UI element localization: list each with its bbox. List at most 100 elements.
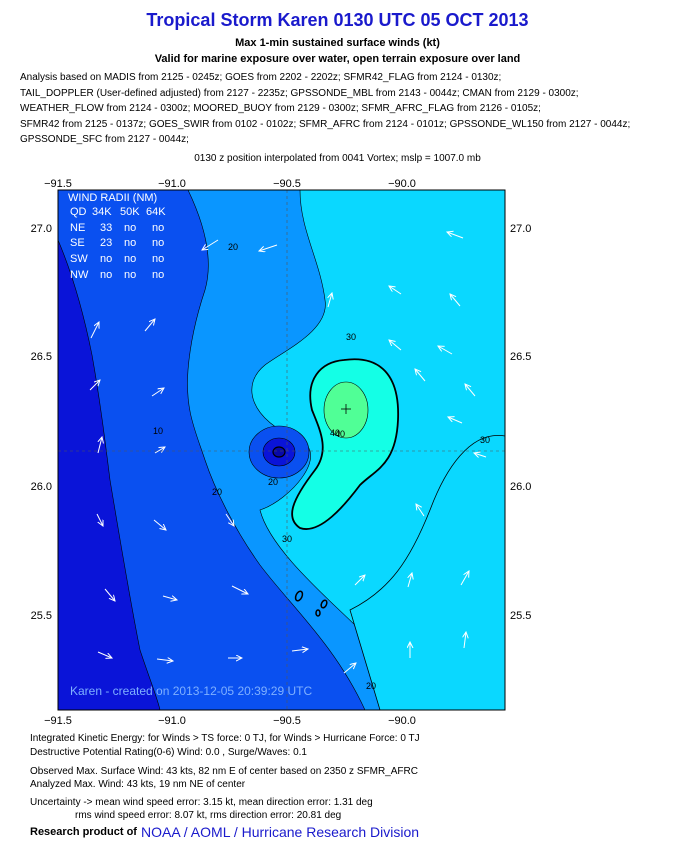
wind-vector bbox=[389, 340, 402, 351]
lat-ticks-left: 27.0 26.5 26.0 25.5 bbox=[31, 223, 52, 622]
svg-text:−91.5: −91.5 bbox=[44, 715, 72, 727]
analyzed-max-line: Analyzed Max. Wind: 43 kts, 19 nm NE of … bbox=[30, 779, 246, 790]
observed-max-line: Observed Max. Surface Wind: 43 kts, 82 n… bbox=[30, 766, 418, 777]
wind-vector bbox=[450, 294, 461, 307]
svg-text:no: no bbox=[152, 269, 164, 281]
wind-vector bbox=[225, 513, 234, 526]
svg-text:no: no bbox=[152, 237, 164, 249]
wind-vector bbox=[448, 417, 463, 424]
svg-text:no: no bbox=[152, 222, 164, 234]
wind-vector bbox=[416, 504, 425, 517]
division-link[interactable]: NOAA / AOML / Hurricane Research Divisio… bbox=[141, 824, 420, 840]
wind-vector bbox=[389, 286, 402, 295]
analysis-line: WEATHER_FLOW from 2124 - 0300z; MOORED_B… bbox=[20, 103, 541, 114]
svg-text:27.0: 27.0 bbox=[31, 223, 52, 235]
wind-vector bbox=[408, 573, 412, 588]
svg-text:34K: 34K bbox=[92, 206, 112, 218]
svg-text:NW: NW bbox=[70, 269, 89, 281]
wind-vector bbox=[465, 384, 476, 397]
contour-label: 30 bbox=[346, 332, 356, 342]
wind-vector bbox=[259, 244, 278, 251]
uncertainty-line: Uncertainty -> mean wind speed error: 3.… bbox=[30, 797, 373, 808]
analysis-line: Analysis based on MADIS from 2125 - 0245… bbox=[20, 72, 502, 83]
analysis-line: TAIL_DOPPLER (User-defined adjusted) fro… bbox=[20, 88, 579, 99]
svg-text:26.5: 26.5 bbox=[31, 351, 52, 363]
svg-text:−90.0: −90.0 bbox=[388, 178, 416, 190]
svg-text:NE: NE bbox=[70, 222, 85, 234]
svg-text:no: no bbox=[124, 237, 136, 249]
wind-vector bbox=[104, 588, 115, 601]
svg-text:26.5: 26.5 bbox=[510, 351, 531, 363]
contour-label: 20 bbox=[366, 681, 376, 691]
wind-vector bbox=[354, 575, 365, 586]
svg-text:no: no bbox=[100, 269, 112, 281]
max-wind-marker bbox=[341, 404, 351, 414]
plot-frame bbox=[57, 189, 506, 711]
contour-label: 10 bbox=[153, 426, 163, 436]
wind-vector bbox=[291, 649, 308, 651]
wind-vector bbox=[438, 346, 453, 355]
wind-vector bbox=[153, 519, 166, 530]
svg-text:no: no bbox=[124, 222, 136, 234]
wind-vector bbox=[156, 659, 173, 661]
wind-vector bbox=[162, 596, 177, 600]
svg-text:QD: QD bbox=[70, 206, 87, 218]
map-credit: Karen - created on 2013-12-05 20:39:29 U… bbox=[70, 684, 312, 698]
wind-radii-title: WIND RADII (NM) bbox=[68, 192, 157, 204]
wind-vector bbox=[343, 663, 356, 674]
svg-text:−91.0: −91.0 bbox=[158, 178, 186, 190]
svg-text:−90.0: −90.0 bbox=[388, 715, 416, 727]
page-title: Tropical Storm Karen 0130 UTC 05 OCT 201… bbox=[146, 10, 529, 30]
contour-label: 40 bbox=[330, 428, 340, 438]
svg-text:50K: 50K bbox=[120, 206, 140, 218]
low-wind-blob-core bbox=[272, 446, 286, 458]
svg-text:27.0: 27.0 bbox=[510, 223, 531, 235]
svg-text:SE: SE bbox=[70, 237, 85, 249]
wind-vector bbox=[96, 513, 103, 526]
wind-band-calm bbox=[58, 239, 161, 710]
subtitle-units: Max 1-min sustained surface winds (kt) bbox=[235, 37, 440, 49]
svg-text:−90.5: −90.5 bbox=[273, 715, 301, 727]
wind-vector bbox=[144, 319, 155, 332]
ike-line: Integrated Kinetic Energy: for Winds > T… bbox=[30, 733, 420, 744]
svg-text:SW: SW bbox=[70, 253, 88, 265]
svg-text:25.5: 25.5 bbox=[510, 610, 531, 622]
position-note: 0130 z position interpolated from 0041 V… bbox=[194, 153, 481, 164]
wind-band-30kt-se bbox=[349, 435, 505, 710]
svg-text:no: no bbox=[124, 253, 136, 265]
lon-ticks-bottom: −91.5 −91.0 −90.5 −90.0 bbox=[44, 715, 416, 727]
lat-ticks-right: 27.0 26.5 26.0 25.5 bbox=[510, 223, 531, 622]
contour-label: 30 bbox=[480, 435, 490, 445]
uncertainty-rms-line: rms wind speed error: 8.07 kt, rms direc… bbox=[75, 810, 342, 821]
contour-loop bbox=[294, 590, 304, 602]
svg-text:26.0: 26.0 bbox=[510, 481, 531, 493]
svg-text:no: no bbox=[100, 253, 112, 265]
wind-vector bbox=[151, 388, 164, 397]
svg-text:26.0: 26.0 bbox=[31, 481, 52, 493]
research-label: Research product of bbox=[30, 826, 137, 838]
wind-vector bbox=[154, 447, 165, 454]
dpr-line: Destructive Potential Rating(0-6) Wind: … bbox=[30, 747, 307, 758]
wind-vector bbox=[415, 369, 426, 382]
contour-label: 20 bbox=[212, 487, 222, 497]
svg-text:64K: 64K bbox=[146, 206, 166, 218]
contour-loop bbox=[315, 609, 321, 617]
wind-vector bbox=[97, 651, 112, 658]
wind-band-40kt bbox=[291, 358, 399, 530]
wind-vector bbox=[464, 632, 466, 649]
contour-label: 40 bbox=[335, 429, 345, 439]
svg-text:25.5: 25.5 bbox=[31, 610, 52, 622]
contour-label: 20 bbox=[268, 477, 278, 487]
wind-vectors bbox=[89, 232, 487, 674]
svg-text:23: 23 bbox=[100, 237, 112, 249]
analysis-line: SFMR42 from 2125 - 0137z; GOES_SWIR from… bbox=[20, 119, 631, 130]
svg-text:−91.0: −91.0 bbox=[158, 715, 186, 727]
wind-radii-table: WIND RADII (NM) QD 34K 50K 64K NE 33 no … bbox=[68, 192, 166, 281]
wind-vector bbox=[89, 380, 100, 391]
wind-vector bbox=[328, 293, 332, 308]
svg-text:−91.5: −91.5 bbox=[44, 178, 72, 190]
contour-loop bbox=[320, 599, 328, 609]
wind-vector bbox=[202, 239, 219, 250]
analysis-line: GPSSONDE_SFC from 2127 - 0044z; bbox=[20, 134, 189, 145]
